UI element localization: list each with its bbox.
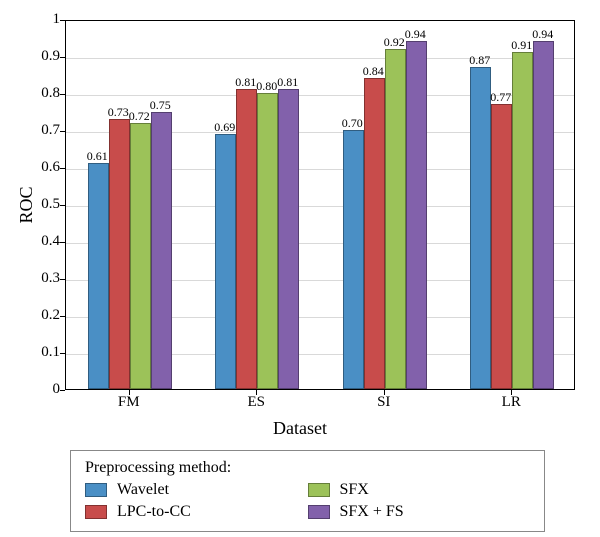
x-tick-mark (129, 390, 130, 395)
y-tick-mark (60, 316, 65, 317)
bar-value-label: 0.70 (342, 116, 363, 131)
bar (109, 119, 130, 389)
bar (364, 78, 385, 389)
legend-swatch (85, 483, 107, 497)
x-tick-mark (256, 390, 257, 395)
bar (491, 104, 512, 389)
legend-swatch (308, 483, 330, 497)
bar-value-label: 0.94 (532, 27, 553, 42)
x-tick-mark (511, 390, 512, 395)
bar-value-label: 0.81 (277, 75, 298, 90)
bar-value-label: 0.92 (384, 35, 405, 50)
y-tick-label: 0.2 (10, 307, 60, 324)
legend-item: SFX + FS (308, 503, 531, 521)
bar-value-label: 0.94 (405, 27, 426, 42)
legend-label: SFX + FS (340, 503, 404, 521)
y-tick-label: 0.8 (10, 85, 60, 102)
bar (236, 89, 257, 389)
x-tick-mark (384, 390, 385, 395)
legend-label: LPC-to-CC (117, 503, 191, 521)
bar-value-label: 0.81 (235, 75, 256, 90)
legend-swatch (308, 505, 330, 519)
y-tick-mark (60, 20, 65, 21)
bar (278, 89, 299, 389)
bar (215, 134, 236, 389)
x-axis-label: Dataset (0, 418, 600, 439)
grid-line (66, 58, 574, 59)
bar (257, 93, 278, 389)
bar (470, 67, 491, 389)
bar-value-label: 0.73 (108, 105, 129, 120)
bar (130, 123, 151, 389)
y-tick-mark (60, 353, 65, 354)
bar (88, 163, 109, 389)
y-tick-label: 1 (10, 11, 60, 28)
bar-value-label: 0.61 (87, 149, 108, 164)
bar-value-label: 0.91 (511, 38, 532, 53)
bar (406, 41, 427, 389)
bar (533, 41, 554, 389)
y-tick-label: 0.6 (10, 159, 60, 176)
y-tick-mark (60, 57, 65, 58)
y-tick-label: 0.9 (10, 48, 60, 65)
legend-item: LPC-to-CC (85, 503, 308, 521)
y-tick-mark (60, 279, 65, 280)
x-tick-label: SI (377, 394, 390, 411)
bar-value-label: 0.80 (256, 79, 277, 94)
y-tick-mark (60, 242, 65, 243)
y-tick-label: 0.5 (10, 196, 60, 213)
y-tick-label: 0.4 (10, 233, 60, 250)
y-tick-mark (60, 390, 65, 391)
bar-value-label: 0.77 (490, 90, 511, 105)
y-tick-mark (60, 131, 65, 132)
bar (151, 112, 172, 390)
y-tick-label: 0 (10, 381, 60, 398)
y-tick-label: 0.7 (10, 122, 60, 139)
x-tick-label: ES (247, 394, 265, 411)
legend-title: Preprocessing method: (85, 459, 530, 477)
legend: Preprocessing method: Wavelet SFX LPC-to-C… (70, 450, 545, 532)
y-tick-mark (60, 94, 65, 95)
bar-value-label: 0.72 (129, 109, 150, 124)
legend-item: Wavelet (85, 481, 308, 499)
bar (343, 130, 364, 389)
bar-value-label: 0.84 (363, 64, 384, 79)
x-tick-label: FM (118, 394, 140, 411)
bar-value-label: 0.75 (150, 98, 171, 113)
x-tick-label: LR (502, 394, 521, 411)
legend-item: SFX (308, 481, 531, 499)
legend-label: Wavelet (117, 481, 169, 499)
chart-plot-area (65, 20, 575, 390)
bar (385, 49, 406, 389)
y-tick-label: 0.3 (10, 270, 60, 287)
y-tick-label: 0.1 (10, 344, 60, 361)
y-tick-mark (60, 205, 65, 206)
bar-value-label: 0.87 (469, 53, 490, 68)
bar-value-label: 0.69 (214, 120, 235, 135)
y-tick-mark (60, 168, 65, 169)
legend-swatch (85, 505, 107, 519)
bar (512, 52, 533, 389)
legend-label: SFX (340, 481, 369, 499)
